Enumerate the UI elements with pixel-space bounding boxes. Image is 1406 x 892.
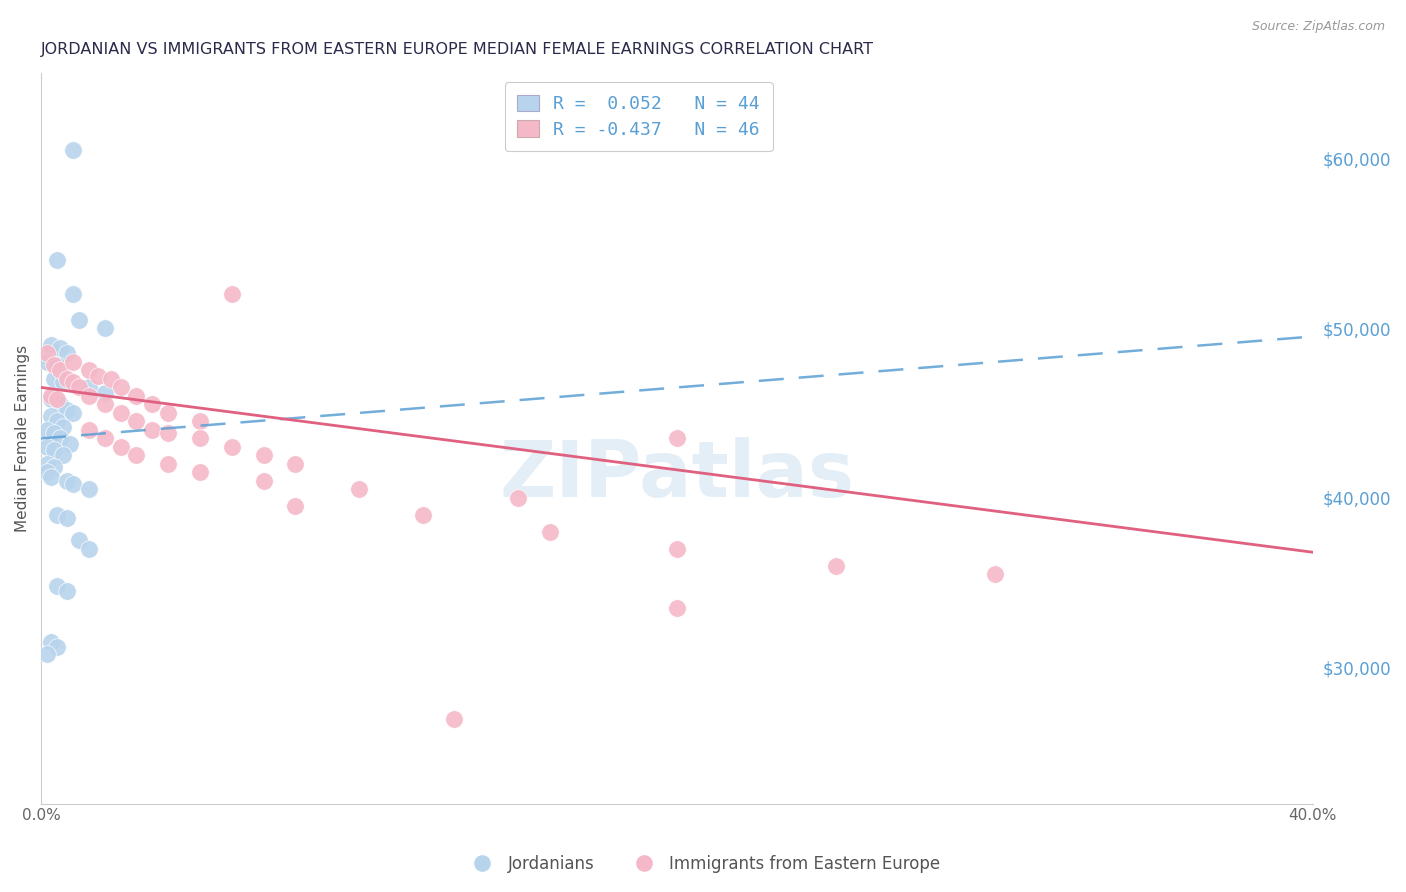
Point bbox=[77, 380, 100, 394]
Point bbox=[46, 508, 69, 522]
Point bbox=[506, 491, 529, 505]
Point bbox=[39, 409, 62, 424]
Point bbox=[93, 385, 115, 400]
Point bbox=[39, 389, 62, 403]
Point bbox=[46, 414, 69, 428]
Point bbox=[188, 466, 211, 480]
Point bbox=[62, 143, 84, 157]
Point bbox=[37, 466, 59, 480]
Point bbox=[188, 431, 211, 445]
Point bbox=[49, 431, 72, 445]
Point bbox=[77, 423, 100, 437]
Point bbox=[141, 397, 163, 411]
Point bbox=[42, 443, 65, 458]
Point bbox=[37, 355, 59, 369]
Point bbox=[42, 426, 65, 441]
Point bbox=[253, 449, 276, 463]
Point bbox=[39, 392, 62, 407]
Point bbox=[55, 346, 77, 360]
Point bbox=[665, 431, 688, 445]
Point bbox=[55, 511, 77, 525]
Point bbox=[49, 397, 72, 411]
Point bbox=[67, 380, 90, 394]
Point bbox=[37, 440, 59, 454]
Point bbox=[93, 397, 115, 411]
Point bbox=[46, 392, 69, 407]
Point bbox=[42, 372, 65, 386]
Point bbox=[52, 376, 75, 390]
Point bbox=[37, 423, 59, 437]
Legend: R =  0.052   N = 44, R = -0.437   N = 46: R = 0.052 N = 44, R = -0.437 N = 46 bbox=[505, 82, 773, 152]
Point bbox=[284, 457, 307, 471]
Point bbox=[39, 470, 62, 484]
Point bbox=[46, 253, 69, 268]
Point bbox=[125, 389, 148, 403]
Point bbox=[125, 449, 148, 463]
Point bbox=[665, 601, 688, 615]
Point bbox=[824, 558, 846, 573]
Point bbox=[221, 440, 243, 454]
Point bbox=[221, 287, 243, 301]
Point bbox=[157, 426, 180, 441]
Point bbox=[253, 474, 276, 488]
Point bbox=[46, 640, 69, 655]
Point bbox=[42, 359, 65, 373]
Point bbox=[93, 321, 115, 335]
Point bbox=[67, 312, 90, 326]
Point bbox=[538, 524, 561, 539]
Point bbox=[77, 483, 100, 497]
Text: JORDANIAN VS IMMIGRANTS FROM EASTERN EUROPE MEDIAN FEMALE EARNINGS CORRELATION C: JORDANIAN VS IMMIGRANTS FROM EASTERN EUR… bbox=[41, 42, 875, 57]
Point bbox=[67, 533, 90, 548]
Point bbox=[87, 368, 110, 383]
Point bbox=[141, 423, 163, 437]
Point bbox=[55, 372, 77, 386]
Text: Source: ZipAtlas.com: Source: ZipAtlas.com bbox=[1251, 20, 1385, 33]
Point bbox=[42, 460, 65, 475]
Point bbox=[412, 508, 434, 522]
Point bbox=[347, 483, 370, 497]
Point bbox=[39, 338, 62, 352]
Point bbox=[37, 647, 59, 661]
Point bbox=[55, 402, 77, 417]
Point bbox=[37, 457, 59, 471]
Point bbox=[110, 406, 132, 420]
Point bbox=[39, 635, 62, 649]
Point bbox=[77, 363, 100, 377]
Point bbox=[55, 474, 77, 488]
Point bbox=[37, 346, 59, 360]
Point bbox=[62, 406, 84, 420]
Point bbox=[62, 355, 84, 369]
Point bbox=[46, 359, 69, 373]
Point bbox=[62, 376, 84, 390]
Point bbox=[665, 541, 688, 556]
Point bbox=[984, 567, 1007, 582]
Point bbox=[62, 477, 84, 491]
Point bbox=[110, 440, 132, 454]
Point bbox=[157, 457, 180, 471]
Point bbox=[110, 380, 132, 394]
Point bbox=[443, 712, 465, 726]
Point bbox=[157, 406, 180, 420]
Point bbox=[100, 372, 122, 386]
Point bbox=[77, 389, 100, 403]
Point bbox=[52, 419, 75, 434]
Point bbox=[55, 584, 77, 599]
Y-axis label: Median Female Earnings: Median Female Earnings bbox=[15, 345, 30, 532]
Text: ZIPatlas: ZIPatlas bbox=[499, 437, 855, 513]
Point bbox=[49, 363, 72, 377]
Point bbox=[284, 500, 307, 514]
Point bbox=[188, 414, 211, 428]
Point bbox=[46, 579, 69, 593]
Point bbox=[77, 541, 100, 556]
Point bbox=[62, 287, 84, 301]
Point bbox=[59, 436, 82, 450]
Point bbox=[93, 431, 115, 445]
Legend: Jordanians, Immigrants from Eastern Europe: Jordanians, Immigrants from Eastern Euro… bbox=[460, 848, 946, 880]
Point bbox=[52, 449, 75, 463]
Point bbox=[125, 414, 148, 428]
Point bbox=[49, 342, 72, 356]
